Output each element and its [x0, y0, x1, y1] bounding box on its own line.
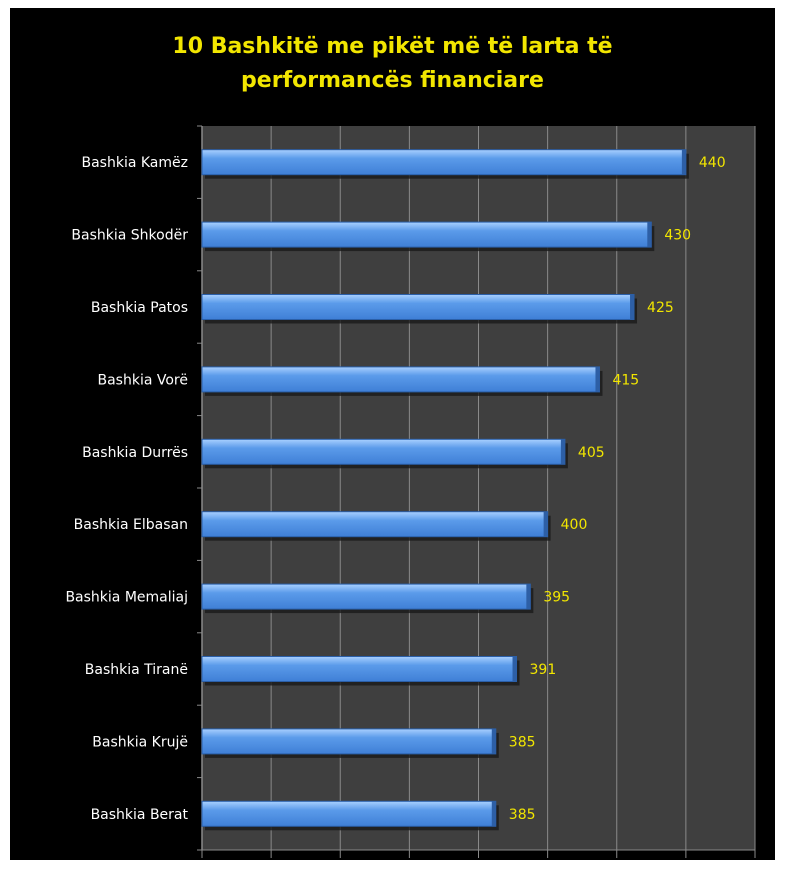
- category-label: Bashkia Kamëz: [82, 155, 189, 171]
- bar-end-cap: [647, 222, 652, 248]
- value-label: 391: [530, 662, 557, 678]
- bar-end-cap: [512, 656, 517, 682]
- value-label: 405: [578, 445, 605, 461]
- bar-5: [201, 438, 566, 465]
- bar-2: [201, 221, 652, 248]
- chart-title-line-1: 10 Bashkitë me pikët më të larta të: [172, 34, 613, 59]
- bar-end-cap: [681, 149, 686, 175]
- value-label: 400: [561, 517, 588, 533]
- category-label: Bashkia Tiranë: [85, 662, 188, 678]
- bar-end-cap: [491, 728, 496, 754]
- bar-6: [201, 511, 549, 538]
- chart-title: 10 Bashkitë me pikët më të larta të perf…: [10, 30, 775, 98]
- bar-1: [201, 149, 687, 176]
- category-label: Bashkia Elbasan: [74, 517, 188, 533]
- value-label: 440: [699, 155, 726, 171]
- bar-end-cap: [526, 584, 531, 610]
- bar-end-cap: [595, 366, 600, 392]
- value-label: 395: [543, 590, 570, 606]
- value-label: 430: [664, 228, 691, 244]
- category-label: Bashkia Durrës: [82, 445, 188, 461]
- value-label: 415: [612, 372, 639, 388]
- bar-end-cap: [543, 511, 548, 537]
- bar-end-cap: [630, 294, 635, 320]
- category-label: Bashkia Memaliaj: [65, 590, 188, 606]
- bar-7: [201, 583, 531, 610]
- value-label: 385: [509, 807, 536, 823]
- category-label: Bashkia Patos: [91, 300, 188, 316]
- value-label: 385: [509, 734, 536, 750]
- bar-end-cap: [560, 439, 565, 465]
- bar-end-cap: [491, 801, 496, 827]
- category-label: Bashkia Vorë: [98, 372, 189, 388]
- chart-frame: 10 Bashkitë me pikët më të larta të perf…: [10, 8, 775, 860]
- chart-title-line-2: performancës financiare: [241, 68, 544, 93]
- category-label: Bashkia Krujë: [92, 734, 188, 750]
- bar-9: [201, 728, 497, 755]
- category-label: Bashkia Shkodër: [71, 228, 188, 244]
- bar-10: [201, 800, 497, 827]
- bar-8: [201, 656, 518, 682]
- bar-chart: Bashkia Kamëz 440 Bashkia Shkodër 430 Bashki…: [65, 125, 756, 858]
- bar-4: [201, 366, 600, 393]
- category-label: Bashkia Berat: [91, 807, 189, 823]
- bar-3: [201, 294, 635, 320]
- value-label: 425: [647, 300, 674, 316]
